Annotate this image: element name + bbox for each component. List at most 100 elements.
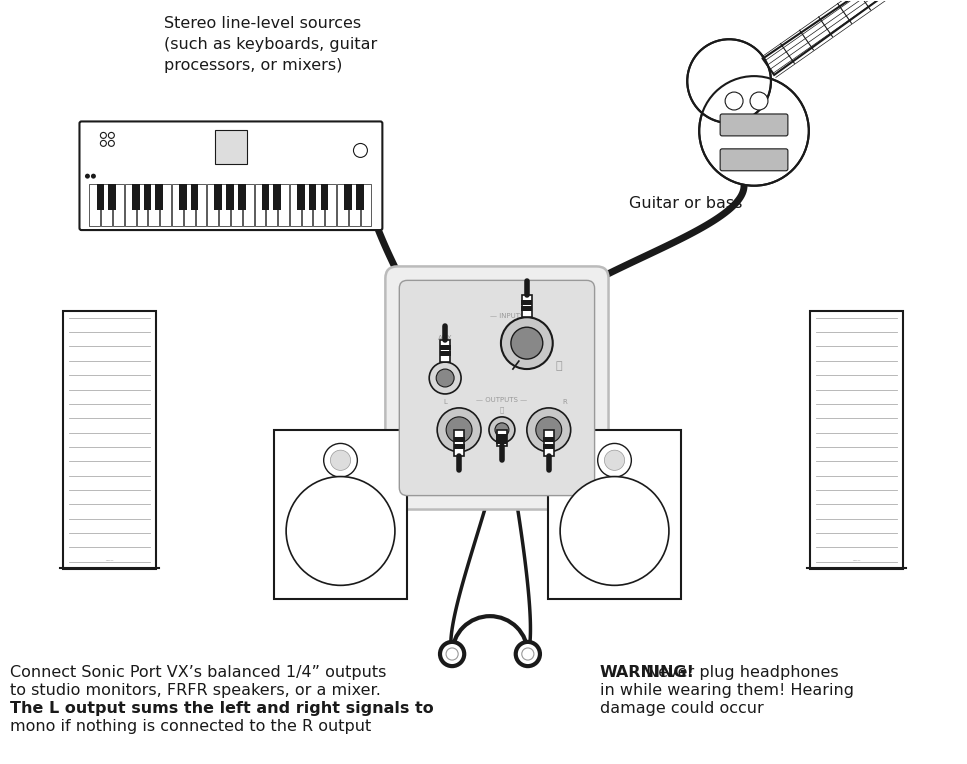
Bar bbox=[184, 184, 194, 226]
Bar bbox=[226, 184, 234, 210]
FancyBboxPatch shape bbox=[809, 311, 903, 569]
Polygon shape bbox=[763, 0, 944, 75]
Circle shape bbox=[324, 443, 358, 477]
Circle shape bbox=[446, 417, 472, 443]
Bar bbox=[190, 184, 198, 210]
Bar bbox=[220, 184, 230, 226]
Text: — OUTPUTS —: — OUTPUTS — bbox=[477, 397, 527, 403]
Text: AUX: AUX bbox=[438, 335, 453, 342]
Bar bbox=[522, 296, 532, 317]
Text: 🎸: 🎸 bbox=[555, 361, 562, 371]
Bar bbox=[454, 430, 464, 456]
Circle shape bbox=[688, 39, 771, 123]
Bar bbox=[454, 445, 464, 449]
Circle shape bbox=[437, 408, 481, 452]
Bar bbox=[102, 184, 112, 226]
Circle shape bbox=[725, 92, 743, 110]
Circle shape bbox=[699, 76, 808, 186]
Text: to studio monitors, FRFR speakers, or a mixer.: to studio monitors, FRFR speakers, or a … bbox=[10, 683, 381, 698]
Bar bbox=[254, 184, 265, 226]
Circle shape bbox=[511, 327, 542, 359]
Bar bbox=[262, 184, 269, 210]
Bar bbox=[349, 184, 360, 226]
Text: in while wearing them! Hearing: in while wearing them! Hearing bbox=[600, 683, 854, 698]
FancyBboxPatch shape bbox=[215, 131, 247, 164]
Circle shape bbox=[85, 173, 90, 179]
Circle shape bbox=[608, 524, 621, 538]
Bar bbox=[243, 184, 253, 226]
Circle shape bbox=[101, 141, 106, 147]
Circle shape bbox=[310, 501, 370, 561]
Circle shape bbox=[495, 422, 509, 437]
Bar bbox=[337, 184, 348, 226]
Bar bbox=[132, 184, 139, 210]
Text: Stereo line-level sources
(such as keyboards, guitar
processors, or mixers): Stereo line-level sources (such as keybo… bbox=[164, 16, 377, 73]
Circle shape bbox=[298, 488, 383, 574]
Bar bbox=[274, 184, 281, 210]
Text: Guitar or bass: Guitar or bass bbox=[630, 196, 743, 211]
Bar bbox=[108, 184, 116, 210]
Text: damage could occur: damage could occur bbox=[600, 701, 763, 716]
Bar bbox=[207, 184, 219, 226]
Circle shape bbox=[440, 642, 464, 666]
FancyBboxPatch shape bbox=[720, 149, 788, 171]
Text: WARNING! Never plug headphones
in while wearing them! Hearing
damage could occur: WARNING! Never plug headphones in while … bbox=[600, 665, 882, 715]
FancyBboxPatch shape bbox=[547, 430, 682, 599]
Circle shape bbox=[286, 477, 395, 585]
Circle shape bbox=[750, 92, 768, 110]
Circle shape bbox=[91, 173, 96, 179]
Bar bbox=[302, 184, 312, 226]
Circle shape bbox=[354, 144, 367, 157]
Circle shape bbox=[522, 648, 534, 660]
Bar bbox=[144, 184, 152, 210]
Bar bbox=[156, 184, 163, 210]
Circle shape bbox=[527, 408, 571, 452]
Bar bbox=[125, 184, 135, 226]
Bar bbox=[440, 340, 450, 362]
Bar bbox=[440, 351, 451, 356]
Bar bbox=[266, 184, 278, 226]
Bar bbox=[454, 437, 464, 442]
Circle shape bbox=[108, 141, 114, 147]
Bar bbox=[238, 184, 246, 210]
Circle shape bbox=[598, 443, 631, 477]
Circle shape bbox=[334, 524, 347, 538]
FancyBboxPatch shape bbox=[274, 430, 407, 599]
Circle shape bbox=[536, 417, 562, 443]
Bar bbox=[161, 184, 171, 226]
Bar bbox=[521, 306, 532, 311]
Bar bbox=[179, 184, 187, 210]
Bar bbox=[97, 184, 104, 210]
Circle shape bbox=[597, 513, 631, 549]
Bar bbox=[344, 184, 352, 210]
Circle shape bbox=[572, 488, 657, 574]
Bar bbox=[308, 184, 316, 210]
Bar bbox=[521, 300, 532, 305]
FancyBboxPatch shape bbox=[386, 267, 608, 510]
Bar bbox=[543, 445, 554, 449]
Circle shape bbox=[331, 450, 351, 471]
Bar bbox=[136, 184, 147, 226]
Text: WARNING!: WARNING! bbox=[600, 665, 694, 680]
Bar bbox=[215, 184, 222, 210]
Circle shape bbox=[446, 648, 458, 660]
Text: 🎧: 🎧 bbox=[500, 406, 504, 413]
Bar bbox=[543, 430, 554, 456]
Circle shape bbox=[101, 132, 106, 138]
Circle shape bbox=[604, 450, 625, 471]
Bar bbox=[172, 184, 183, 226]
Bar bbox=[195, 184, 206, 226]
Circle shape bbox=[585, 501, 644, 561]
Bar bbox=[320, 184, 328, 210]
Circle shape bbox=[323, 513, 358, 549]
FancyBboxPatch shape bbox=[720, 114, 788, 136]
Circle shape bbox=[429, 362, 461, 394]
Circle shape bbox=[560, 477, 669, 585]
Bar bbox=[543, 437, 554, 442]
Bar bbox=[297, 184, 305, 210]
Bar bbox=[440, 345, 451, 350]
Text: mono if nothing is connected to the R output: mono if nothing is connected to the R ou… bbox=[10, 719, 371, 733]
Circle shape bbox=[515, 642, 540, 666]
FancyBboxPatch shape bbox=[63, 311, 157, 569]
Circle shape bbox=[489, 417, 514, 443]
